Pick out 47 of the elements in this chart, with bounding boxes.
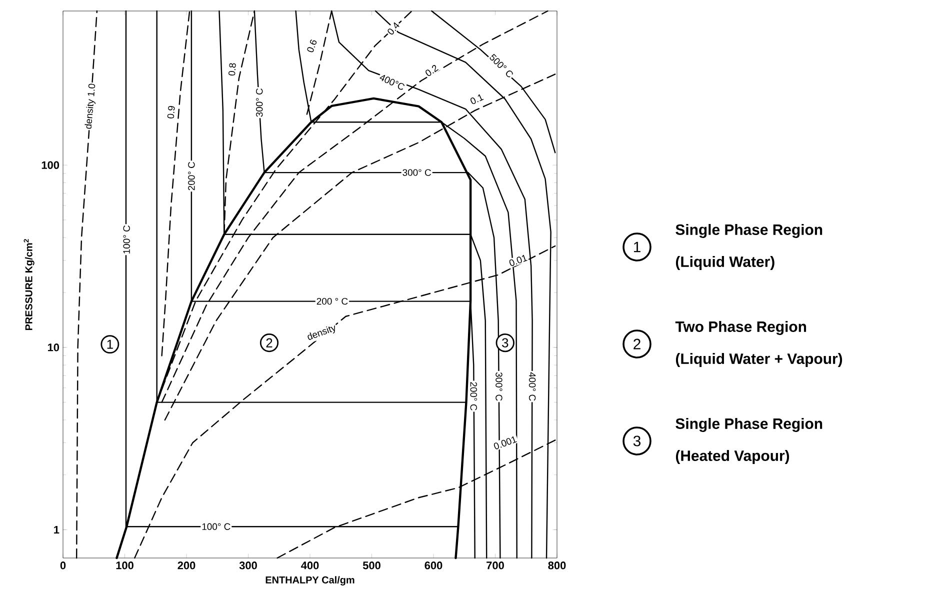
text: (Liquid Water): [676, 256, 774, 270]
annotation: 3: [502, 338, 508, 348]
annotation: 100° C: [202, 523, 230, 530]
annotation: 0.1: [470, 94, 484, 104]
annotation: 0.6: [307, 40, 317, 52]
annotation: 300° C: [402, 169, 431, 176]
x-tick-label: 700: [486, 562, 504, 570]
annotation: 200 ° C: [316, 298, 348, 305]
y-tick-label: 100: [42, 161, 60, 169]
x-tick-label: 300: [239, 562, 257, 570]
annotation: 300° C: [496, 372, 502, 401]
x-tick-label: 400: [301, 562, 319, 570]
x-axis-title: ENTHALPY Cal/gm: [266, 576, 354, 586]
annotation: 0.8: [228, 63, 236, 76]
y-axis-title: PRESSURE Kg/cm$^{2}$: [24, 239, 34, 330]
annotation: 400°C: [380, 74, 404, 90]
annotation: 0.2: [426, 65, 439, 76]
text: Two Phase Region: [675, 321, 806, 335]
x-tick-label: 0: [60, 562, 66, 570]
text: Single Phase Region: [676, 418, 822, 432]
annotation: density: [308, 325, 335, 340]
annotation: 400° C: [528, 372, 536, 401]
annotation: density 1.0: [84, 84, 96, 129]
x-tick-label: 100: [116, 562, 134, 570]
text: (Heated Vapour): [676, 450, 790, 464]
x-tick-label: 600: [424, 562, 442, 570]
text: Single Phase Region: [676, 224, 822, 238]
text: 3: [633, 436, 641, 446]
annotation: 0.4: [388, 22, 400, 34]
annotation: 500° C: [490, 54, 513, 78]
x-tick-label: 800: [548, 562, 566, 570]
annotation: 0.01: [509, 254, 528, 266]
y-tick-label: 10: [48, 344, 60, 352]
annotation: 200° C: [470, 382, 477, 410]
x-tick-label: 500: [362, 562, 380, 570]
annotation: 300° C: [256, 88, 263, 117]
annotation: 200° C: [188, 162, 195, 190]
annotation: 1: [107, 340, 113, 349]
annotation: 0.001: [494, 436, 517, 450]
annotation: 0.9: [167, 106, 175, 118]
text: (Liquid Water + Vapour): [676, 353, 842, 367]
annotation: 2: [266, 338, 272, 348]
text: 1: [634, 242, 640, 252]
text: 2: [634, 338, 640, 350]
x-tick-label: 200: [178, 562, 196, 570]
y-tick-label: 1: [54, 526, 60, 534]
annotation: 100° C: [123, 225, 130, 254]
